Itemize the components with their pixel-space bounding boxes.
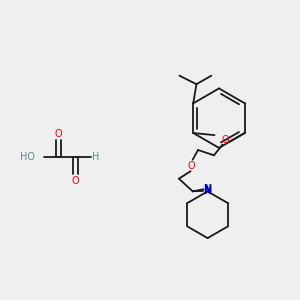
Text: H: H [92,152,99,162]
Text: N: N [203,186,211,197]
Text: N: N [203,184,211,194]
Text: O: O [188,161,196,171]
Text: O: O [222,135,230,146]
Text: HO: HO [20,152,35,162]
Text: O: O [55,129,62,139]
Text: O: O [72,176,80,186]
